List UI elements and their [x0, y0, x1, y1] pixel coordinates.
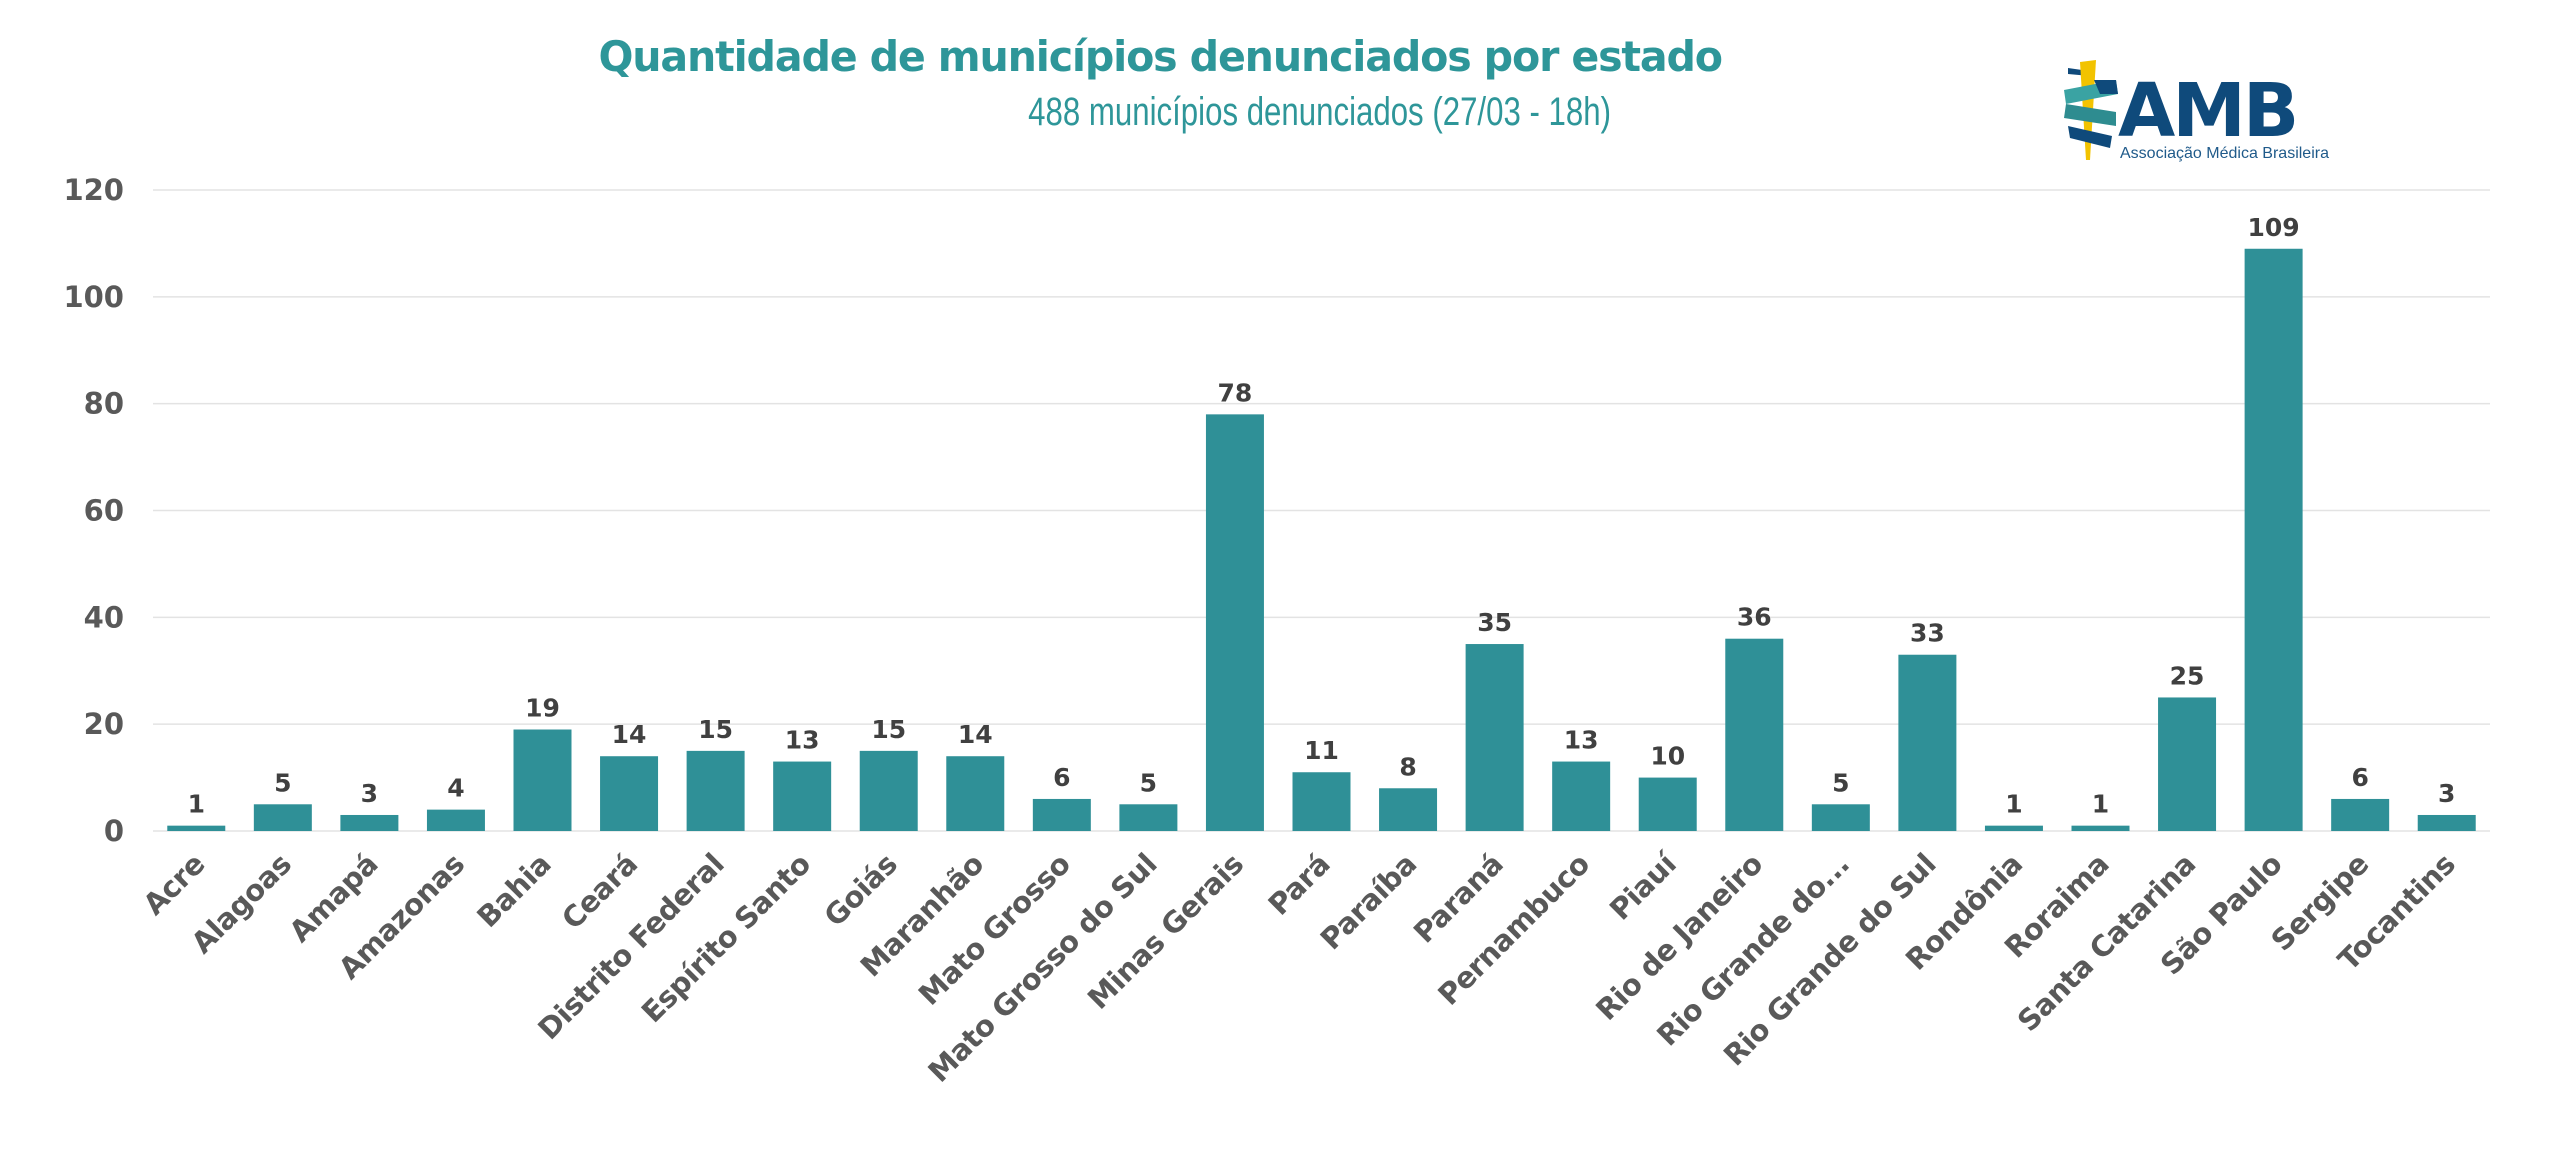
bar: [2071, 825, 2130, 831]
bar: [1205, 414, 1264, 831]
x-tick-label: Goiás: [817, 847, 903, 933]
y-tick-label: 80: [84, 387, 124, 421]
data-label: 35: [1477, 608, 1512, 637]
bar: [859, 750, 918, 831]
bar: [946, 756, 1005, 831]
bar: [600, 756, 659, 831]
bar: [1119, 804, 1178, 831]
bar: [1032, 798, 1091, 831]
x-tick-label: Mato Grosso: [912, 847, 1077, 1012]
data-label: 11: [1304, 736, 1339, 765]
data-label: 33: [1910, 619, 1945, 648]
bar: [686, 750, 745, 831]
data-label: 6: [2351, 763, 2368, 792]
bar: [340, 814, 399, 831]
y-tick-label: 0: [104, 814, 124, 848]
logo-text: AMB: [2118, 68, 2299, 154]
data-label: 14: [612, 720, 647, 749]
data-label: 25: [2170, 661, 2205, 690]
x-tick-label: Paraíba: [1314, 847, 1423, 956]
chart-title: Quantidade de municípios denunciados por…: [0, 32, 2320, 81]
bar: [167, 825, 226, 831]
bar: [253, 804, 312, 831]
data-label: 13: [1564, 726, 1599, 755]
data-label: 1: [2092, 790, 2109, 819]
bar: [2331, 798, 2390, 831]
x-tick-label: Acre: [137, 847, 212, 922]
bar: [426, 809, 485, 831]
bar: [1984, 825, 2043, 831]
chart-title-text: Quantidade de municípios denunciados por…: [598, 32, 1723, 81]
data-label: 36: [1737, 603, 1772, 632]
data-label: 15: [698, 715, 733, 744]
bar: [1638, 777, 1697, 831]
bar: [1379, 788, 1438, 831]
x-tick-label: Minas Gerais: [1081, 847, 1250, 1016]
chart-subtitle-text: 488 municípios denunciados (27/03 - 18h): [1028, 90, 1612, 134]
y-tick-label: 100: [63, 280, 124, 314]
logo-tagline: Associação Médica Brasileira: [2120, 145, 2329, 162]
bar: [1465, 644, 1524, 831]
data-label: 5: [1832, 768, 1849, 797]
bar: [2158, 697, 2217, 831]
data-label: 8: [1399, 752, 1416, 781]
bar: [1552, 761, 1611, 831]
data-label: 3: [361, 779, 378, 808]
data-label: 3: [2438, 779, 2455, 808]
gridlines: [153, 189, 2490, 832]
bars: [167, 248, 2476, 832]
bar: [1898, 654, 1957, 831]
y-tick-label: 20: [84, 707, 124, 741]
data-label: 14: [958, 720, 993, 749]
x-tick-label: Pará: [1262, 847, 1337, 922]
data-label: 1: [188, 790, 205, 819]
chart-subtitle: 488 municípios denunciados (27/03 - 18h): [0, 90, 2560, 135]
bar: [773, 761, 832, 831]
data-label: 19: [525, 694, 560, 723]
bar: [2417, 814, 2476, 831]
data-label: 5: [1140, 768, 1157, 797]
data-label: 109: [2248, 213, 2300, 242]
data-label: 1: [2005, 790, 2022, 819]
bar: [1811, 804, 1870, 831]
y-tick-label: 40: [84, 600, 124, 634]
data-label: 6: [1053, 763, 1070, 792]
bar: [1292, 772, 1351, 831]
data-label: 15: [871, 715, 906, 744]
amb-logo: AMB Associação Médica Brasileira: [2060, 60, 2330, 170]
data-label: 5: [274, 768, 291, 797]
x-tick-label: Piauí: [1603, 845, 1685, 927]
caduceus-icon: [2064, 60, 2118, 160]
x-tick-label: Pernambuco: [1431, 847, 1596, 1012]
data-label: 4: [447, 774, 464, 803]
data-label: 78: [1218, 378, 1253, 407]
bar: [1725, 638, 1784, 831]
y-tick-label: 60: [84, 494, 124, 528]
bar: [513, 729, 572, 831]
y-tick-label: 120: [63, 173, 124, 207]
data-label: 13: [785, 726, 820, 755]
data-label: 10: [1650, 742, 1685, 771]
y-axis-ticks: 0 20 40 60 80 100 120: [63, 173, 124, 848]
x-tick-label: Bahia: [470, 847, 557, 934]
bar: [2244, 248, 2303, 832]
